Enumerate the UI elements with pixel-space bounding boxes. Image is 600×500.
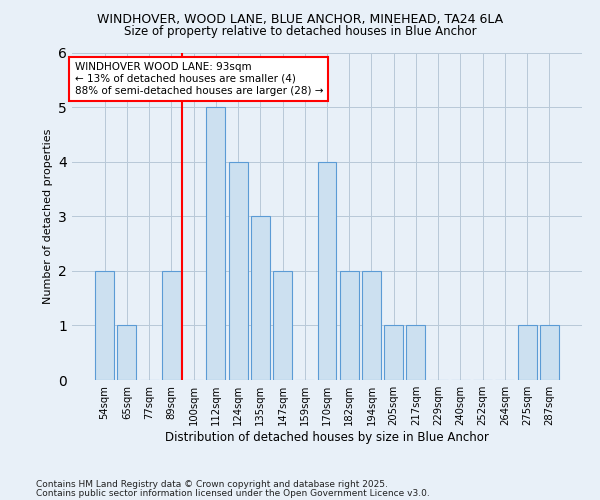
Y-axis label: Number of detached properties: Number of detached properties: [43, 128, 53, 304]
Text: Contains HM Land Registry data © Crown copyright and database right 2025.: Contains HM Land Registry data © Crown c…: [36, 480, 388, 489]
X-axis label: Distribution of detached houses by size in Blue Anchor: Distribution of detached houses by size …: [165, 431, 489, 444]
Bar: [118, 326, 136, 380]
Bar: [206, 107, 225, 380]
Bar: [162, 271, 181, 380]
Text: WINDHOVER, WOOD LANE, BLUE ANCHOR, MINEHEAD, TA24 6LA: WINDHOVER, WOOD LANE, BLUE ANCHOR, MINEH…: [97, 12, 503, 26]
Bar: [540, 326, 559, 380]
Bar: [95, 271, 114, 380]
Bar: [273, 271, 292, 380]
Bar: [362, 271, 381, 380]
Text: Size of property relative to detached houses in Blue Anchor: Size of property relative to detached ho…: [124, 25, 476, 38]
Text: WINDHOVER WOOD LANE: 93sqm
← 13% of detached houses are smaller (4)
88% of semi-: WINDHOVER WOOD LANE: 93sqm ← 13% of deta…: [74, 62, 323, 96]
Bar: [251, 216, 270, 380]
Bar: [340, 271, 359, 380]
Text: Contains public sector information licensed under the Open Government Licence v3: Contains public sector information licen…: [36, 488, 430, 498]
Bar: [406, 326, 425, 380]
Bar: [229, 162, 248, 380]
Bar: [384, 326, 403, 380]
Bar: [518, 326, 536, 380]
Bar: [317, 162, 337, 380]
